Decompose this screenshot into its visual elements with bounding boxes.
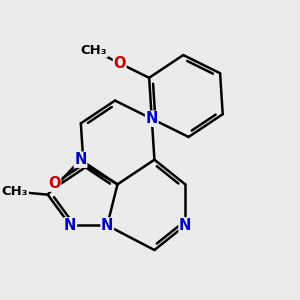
Text: O: O xyxy=(113,56,126,71)
Text: O: O xyxy=(48,176,61,191)
Text: CH₃: CH₃ xyxy=(81,44,107,57)
Text: N: N xyxy=(74,152,87,167)
Text: N: N xyxy=(146,111,158,126)
Text: N: N xyxy=(101,218,113,233)
Text: N: N xyxy=(179,218,191,233)
Text: CH₃: CH₃ xyxy=(2,185,28,198)
Text: N: N xyxy=(64,218,76,233)
